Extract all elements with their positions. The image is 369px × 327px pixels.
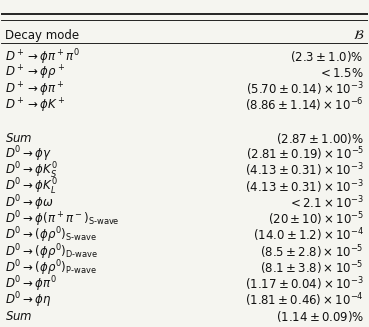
Text: $(8.86 \pm 1.14) \times 10^{-6}$: $(8.86 \pm 1.14) \times 10^{-6}$: [245, 97, 364, 114]
Text: $(4.13 \pm 0.31) \times 10^{-3}$: $(4.13 \pm 0.31) \times 10^{-3}$: [245, 162, 364, 180]
Text: $(20 \pm 10) \times 10^{-5}$: $(20 \pm 10) \times 10^{-5}$: [268, 211, 364, 228]
Text: $Sum$: $Sum$: [5, 132, 32, 145]
Text: $\mathcal{B}$: $\mathcal{B}$: [352, 29, 364, 42]
Text: Decay mode: Decay mode: [5, 29, 79, 42]
Text: $D^+ \rightarrow \phi\pi^+\pi^0$: $D^+ \rightarrow \phi\pi^+\pi^0$: [5, 47, 80, 67]
Text: $(8.1 \pm 3.8) \times 10^{-5}$: $(8.1 \pm 3.8) \times 10^{-5}$: [261, 259, 364, 277]
Text: $D^0 \rightarrow \phi\eta$: $D^0 \rightarrow \phi\eta$: [5, 291, 52, 310]
Text: $< 2.1 \times 10^{-3}$: $< 2.1 \times 10^{-3}$: [288, 195, 364, 212]
Text: $(14.0 \pm 1.2) \times 10^{-4}$: $(14.0 \pm 1.2) \times 10^{-4}$: [253, 227, 364, 245]
Text: $D^0 \rightarrow \phi K^0_L$: $D^0 \rightarrow \phi K^0_L$: [5, 177, 58, 197]
Text: $D^0 \rightarrow (\phi\rho^0)_{\mathrm{S\text{-}wave}}$: $D^0 \rightarrow (\phi\rho^0)_{\mathrm{S…: [5, 226, 97, 246]
Text: $(2.81 \pm 0.19) \times 10^{-5}$: $(2.81 \pm 0.19) \times 10^{-5}$: [245, 146, 364, 163]
Text: $D^0 \rightarrow (\phi\rho^0)_{\mathrm{D\text{-}wave}}$: $D^0 \rightarrow (\phi\rho^0)_{\mathrm{D…: [5, 242, 98, 262]
Text: $D^0 \rightarrow \phi\gamma$: $D^0 \rightarrow \phi\gamma$: [5, 145, 52, 164]
Text: $Sum$: $Sum$: [5, 310, 32, 323]
Text: $D^+ \rightarrow \phi\rho^+$: $D^+ \rightarrow \phi\rho^+$: [5, 64, 65, 82]
Text: $< 1.5\%$: $< 1.5\%$: [318, 67, 364, 80]
Text: $D^0 \rightarrow \phi\omega$: $D^0 \rightarrow \phi\omega$: [5, 193, 54, 213]
Text: $(2.3 \pm 1.0)\%$: $(2.3 \pm 1.0)\%$: [290, 49, 364, 64]
Text: $D^+ \rightarrow \phi\pi^+$: $D^+ \rightarrow \phi\pi^+$: [5, 80, 65, 99]
Text: $(5.70 \pm 0.14) \times 10^{-3}$: $(5.70 \pm 0.14) \times 10^{-3}$: [246, 81, 364, 98]
Text: $D^0 \rightarrow \phi K^0_S$: $D^0 \rightarrow \phi K^0_S$: [5, 161, 58, 181]
Text: $D^0 \rightarrow \phi(\pi^+\pi^-)_{\mathrm{S\text{-}wave}}$: $D^0 \rightarrow \phi(\pi^+\pi^-)_{\math…: [5, 210, 120, 229]
Text: $(8.5 \pm 2.8) \times 10^{-5}$: $(8.5 \pm 2.8) \times 10^{-5}$: [261, 243, 364, 261]
Text: $D^0 \rightarrow \phi\pi^0$: $D^0 \rightarrow \phi\pi^0$: [5, 275, 57, 294]
Text: $D^0 \rightarrow (\phi\rho^0)_{\mathrm{P\text{-}wave}}$: $D^0 \rightarrow (\phi\rho^0)_{\mathrm{P…: [5, 258, 97, 278]
Text: $(4.13 \pm 0.31) \times 10^{-3}$: $(4.13 \pm 0.31) \times 10^{-3}$: [245, 178, 364, 196]
Text: $(1.14 \pm 0.09)\%$: $(1.14 \pm 0.09)\%$: [276, 309, 364, 324]
Text: $D^+ \rightarrow \phi K^+$: $D^+ \rightarrow \phi K^+$: [5, 96, 66, 115]
Text: $(1.17 \pm 0.04) \times 10^{-3}$: $(1.17 \pm 0.04) \times 10^{-3}$: [245, 276, 364, 293]
Text: $(2.87 \pm 1.00)\%$: $(2.87 \pm 1.00)\%$: [276, 131, 364, 146]
Text: $(1.81 \pm 0.46) \times 10^{-4}$: $(1.81 \pm 0.46) \times 10^{-4}$: [245, 292, 364, 309]
